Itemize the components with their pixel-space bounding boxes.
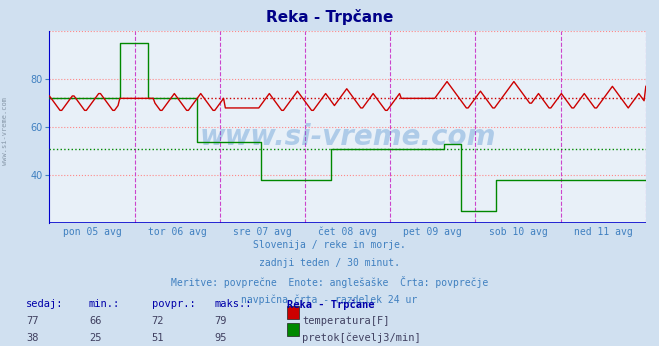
Text: sedaj:: sedaj:	[26, 299, 64, 309]
Text: zadnji teden / 30 minut.: zadnji teden / 30 minut.	[259, 258, 400, 268]
Text: pretok[čevelj3/min]: pretok[čevelj3/min]	[302, 333, 421, 343]
Text: sob 10 avg: sob 10 avg	[488, 227, 548, 237]
Text: pet 09 avg: pet 09 avg	[403, 227, 462, 237]
Text: Reka - Trpčane: Reka - Trpčane	[287, 299, 374, 310]
Text: 95: 95	[214, 333, 227, 343]
Text: 72: 72	[152, 316, 164, 326]
Text: 79: 79	[214, 316, 227, 326]
Text: povpr.:: povpr.:	[152, 299, 195, 309]
Text: 77: 77	[26, 316, 39, 326]
Text: 51: 51	[152, 333, 164, 343]
Text: 66: 66	[89, 316, 101, 326]
Text: navpična črta - razdelek 24 ur: navpična črta - razdelek 24 ur	[241, 294, 418, 305]
Text: sre 07 avg: sre 07 avg	[233, 227, 292, 237]
Text: tor 06 avg: tor 06 avg	[148, 227, 207, 237]
Text: maks.:: maks.:	[214, 299, 252, 309]
Text: min.:: min.:	[89, 299, 120, 309]
Text: 25: 25	[89, 333, 101, 343]
Text: ned 11 avg: ned 11 avg	[574, 227, 633, 237]
Text: www.si-vreme.com: www.si-vreme.com	[200, 123, 496, 151]
Text: Meritve: povprečne  Enote: anglešaške  Črta: povprečje: Meritve: povprečne Enote: anglešaške Črt…	[171, 276, 488, 289]
Text: Reka - Trpčane: Reka - Trpčane	[266, 9, 393, 25]
Text: www.si-vreme.com: www.si-vreme.com	[2, 98, 9, 165]
Text: Slovenija / reke in morje.: Slovenija / reke in morje.	[253, 240, 406, 251]
Text: pon 05 avg: pon 05 avg	[63, 227, 121, 237]
Text: 38: 38	[26, 333, 39, 343]
Text: čet 08 avg: čet 08 avg	[318, 227, 377, 237]
Text: temperatura[F]: temperatura[F]	[302, 316, 390, 326]
